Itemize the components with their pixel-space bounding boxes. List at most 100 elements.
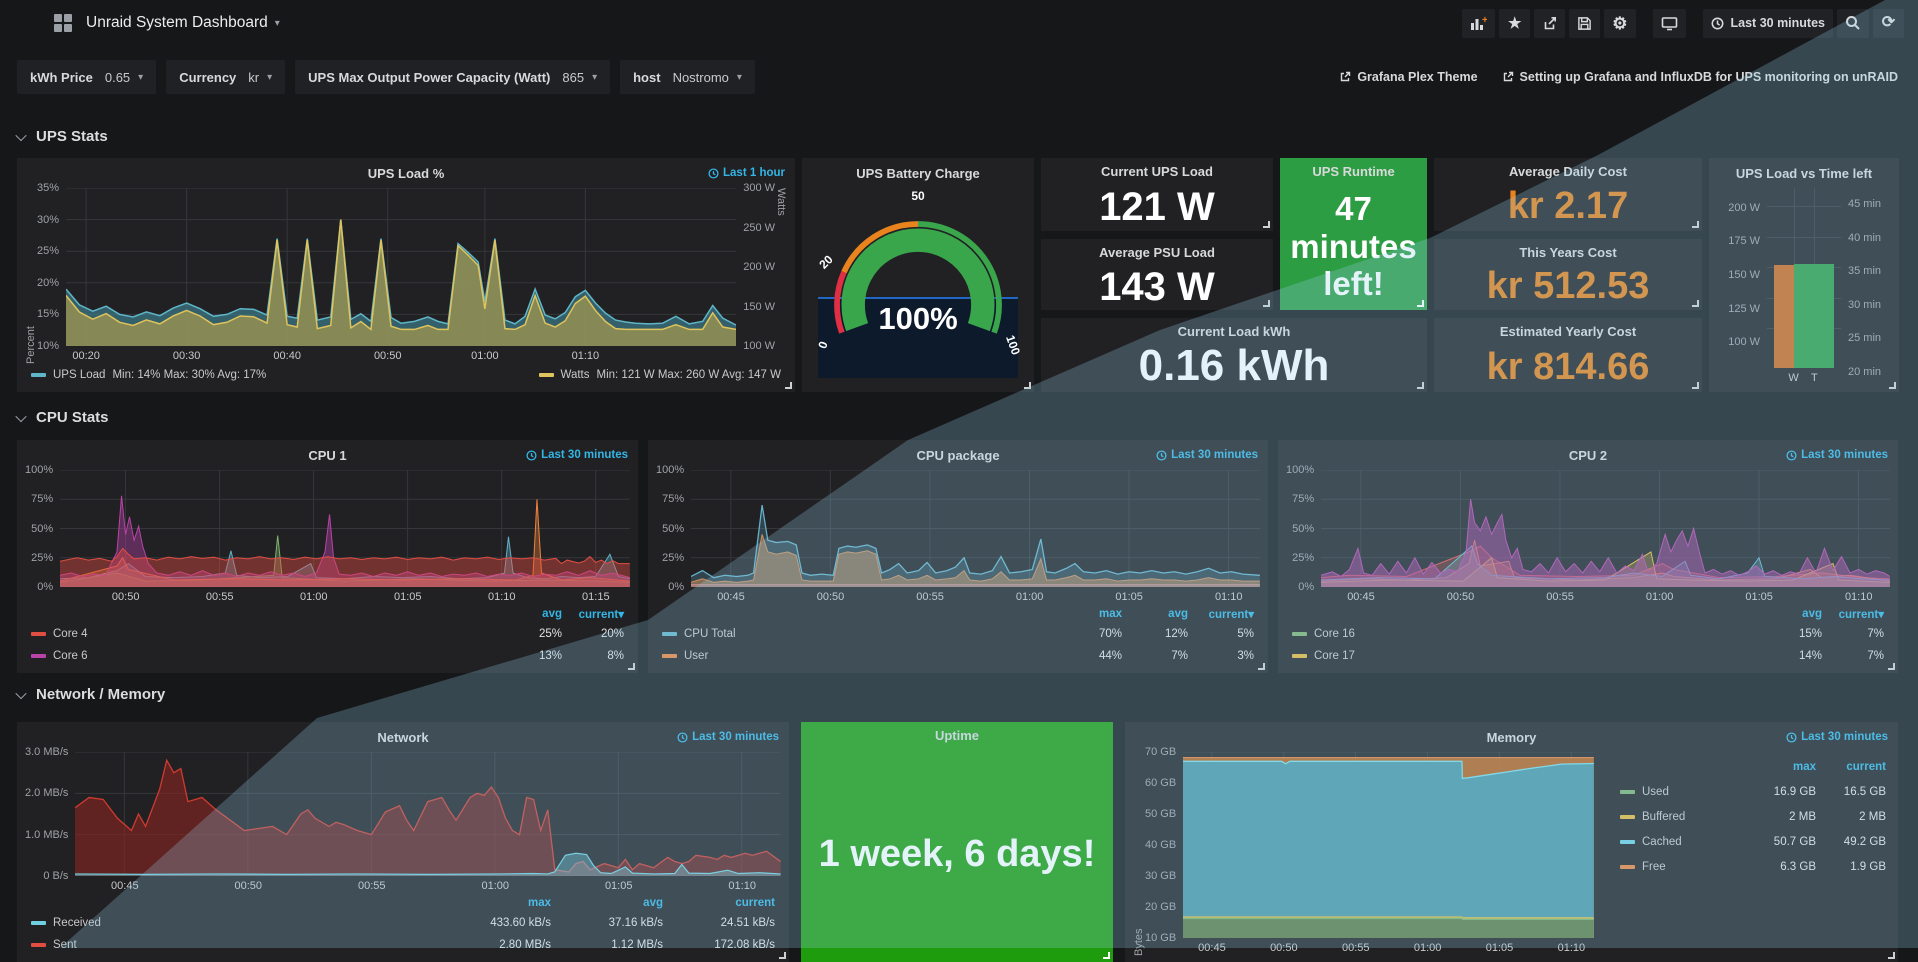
svg-text:+: +: [1482, 16, 1487, 26]
panel-title[interactable]: CPU 1: [308, 448, 347, 463]
dashboard-grid-icon[interactable]: [54, 14, 72, 32]
panel-title[interactable]: This Years Cost: [1519, 245, 1617, 260]
time-range-link[interactable]: Last 1 hour: [708, 167, 785, 179]
panel-title[interactable]: Current UPS Load: [1101, 164, 1213, 179]
legend-sort-column[interactable]: max: [1792, 760, 1816, 773]
panel-title[interactable]: CPU 2: [1568, 448, 1608, 463]
variable-currency-dropdown[interactable]: kr ▾: [248, 69, 273, 85]
save-button[interactable]: [1569, 8, 1601, 38]
plot-area[interactable]: [691, 470, 1260, 587]
legend-sort-column[interactable]: current: [1846, 760, 1886, 773]
plot-area[interactable]: [66, 188, 737, 346]
axis-tick-label: 30 min: [1848, 298, 1882, 311]
plot-area[interactable]: [75, 752, 781, 876]
axis-tick-label: 20%: [37, 276, 60, 289]
time-range-link[interactable]: Last 30 minutes: [1786, 731, 1888, 743]
plot-area[interactable]: [60, 470, 630, 587]
add-panel-button[interactable]: +: [1462, 8, 1496, 38]
legend-series-label[interactable]: Cached: [1620, 836, 1746, 848]
panel-title[interactable]: Network: [377, 730, 429, 745]
time-range-link[interactable]: Last 30 minutes: [677, 731, 779, 743]
time-range-link[interactable]: Last 30 minutes: [1156, 449, 1258, 461]
axis-tick-label: 150 W: [743, 300, 775, 313]
panel-title[interactable]: UPS Runtime: [1312, 164, 1395, 179]
search-button[interactable]: [1837, 8, 1869, 38]
axis-tick-label: 150 W: [1728, 269, 1760, 282]
legend-sort-column[interactable]: max: [1098, 608, 1122, 620]
legend-sort-column[interactable]: avg: [1168, 608, 1188, 620]
panel-title[interactable]: Estimated Yearly Cost: [1499, 324, 1637, 339]
legend-series-name: Core 6: [53, 650, 88, 662]
legend-sort-column[interactable]: current: [735, 897, 775, 909]
legend-series-label[interactable]: Core 16: [1292, 628, 1760, 640]
panel-title[interactable]: UPS Load %: [367, 166, 445, 181]
legend: avg current▾ Core 16 15% 7% Core 17 14% 7%: [1286, 605, 1890, 667]
axis-tick-label: 01:05: [393, 591, 422, 603]
axis-tick-label: 75%: [662, 493, 685, 506]
settings-button[interactable]: ⚙: [1604, 8, 1636, 38]
x-axis: 00:45 00:50 00:55 01:00 01:05 01:10: [691, 587, 1260, 605]
cycle-view-button[interactable]: [1652, 8, 1686, 38]
variable-ups-max-dropdown[interactable]: 865 ▾: [562, 69, 598, 85]
panel-title[interactable]: UPS Load vs Time left: [1735, 166, 1873, 181]
section-ups-stats[interactable]: UPS Stats: [15, 128, 108, 145]
panel-title[interactable]: Average PSU Load: [1099, 245, 1215, 260]
section-cpu-stats[interactable]: CPU Stats: [15, 409, 109, 426]
legend-series-label[interactable]: CPU Total: [662, 628, 1056, 640]
panel-title[interactable]: Memory: [1486, 730, 1537, 745]
time-range-link[interactable]: Last 30 minutes: [1786, 449, 1888, 461]
legend-series-label[interactable]: Used: [1620, 786, 1746, 798]
legend-sort-column[interactable]: avg: [542, 608, 562, 620]
panel-title[interactable]: UPS Battery Charge: [856, 166, 980, 181]
axis-tick-label: 100%: [25, 464, 54, 476]
axis-tick-label: 50%: [1292, 522, 1315, 535]
variable-host-dropdown[interactable]: Nostromo ▾: [672, 69, 742, 85]
panel-title[interactable]: Current Load kWh: [1177, 324, 1291, 339]
axis-tick-label: 01:10: [1844, 591, 1873, 603]
legend-series-label[interactable]: Sent: [31, 939, 439, 951]
link-grafana-plex-theme[interactable]: Grafana Plex Theme: [1339, 70, 1478, 84]
legend-series-label[interactable]: Core 17: [1292, 650, 1760, 662]
legend-sort-column[interactable]: current▾: [1838, 609, 1884, 621]
legend-item[interactable]: Watts Min: 121 W Max: 260 W Avg: 147 W: [538, 369, 781, 381]
legend-series-label[interactable]: Core 6: [31, 650, 500, 662]
external-link-icon: [1341, 71, 1351, 82]
legend-series-label[interactable]: Free: [1620, 861, 1746, 873]
refresh-button[interactable]: ⟳: [1873, 8, 1904, 38]
plot-area[interactable]: [1767, 188, 1841, 368]
legend-value: 25%: [538, 628, 562, 640]
bar-T[interactable]: [1794, 263, 1835, 368]
y-axis-left: 100% 75% 50% 25% 0%: [656, 464, 691, 593]
dashboard-title[interactable]: Unraid System Dashboard ▾: [86, 14, 280, 32]
panel-title[interactable]: CPU package: [916, 448, 1000, 463]
legend-series-label[interactable]: Buffered: [1620, 811, 1746, 823]
time-range-button[interactable]: Last 30 minutes: [1702, 8, 1833, 38]
legend-sort-column[interactable]: avg: [643, 897, 663, 909]
variable-kwh-price-dropdown[interactable]: 0.65 ▾: [104, 69, 144, 85]
legend-item[interactable]: UPS Load Min: 14% Max: 30% Avg: 17%: [31, 369, 266, 381]
link-setup-guide[interactable]: Setting up Grafana and InfluxDB for UPS …: [1502, 70, 1898, 84]
legend-series-label[interactable]: User: [662, 650, 1056, 662]
legend-series-label[interactable]: Watts: [560, 369, 590, 381]
time-range-link[interactable]: Last 30 minutes: [526, 449, 628, 461]
plot-area[interactable]: [1183, 752, 1594, 938]
section-network-memory[interactable]: Network / Memory: [15, 686, 165, 703]
axis-tick-label: 01:10: [728, 880, 756, 892]
star-button[interactable]: ★: [1499, 8, 1531, 38]
legend-color-dash: [1620, 839, 1635, 844]
panel-title[interactable]: Uptime: [934, 728, 980, 743]
legend-sort-column[interactable]: current▾: [1208, 609, 1254, 621]
legend-sort-column[interactable]: avg: [1802, 608, 1822, 620]
legend-series-label[interactable]: Received: [31, 917, 439, 929]
axis-tick-label: 125 W: [1728, 302, 1760, 315]
legend-value: 50.7 GB: [1773, 835, 1816, 848]
plot-area[interactable]: [1321, 470, 1890, 587]
panel-title[interactable]: Average Daily Cost: [1508, 164, 1627, 179]
legend-sort-column[interactable]: current▾: [578, 609, 624, 621]
share-button[interactable]: [1534, 8, 1566, 38]
legend-sort-column[interactable]: max: [527, 897, 551, 909]
legend-series-label[interactable]: UPS Load: [53, 369, 106, 381]
legend-series-label[interactable]: Core 4: [31, 628, 500, 640]
axis-tick-label: T: [1810, 372, 1818, 384]
